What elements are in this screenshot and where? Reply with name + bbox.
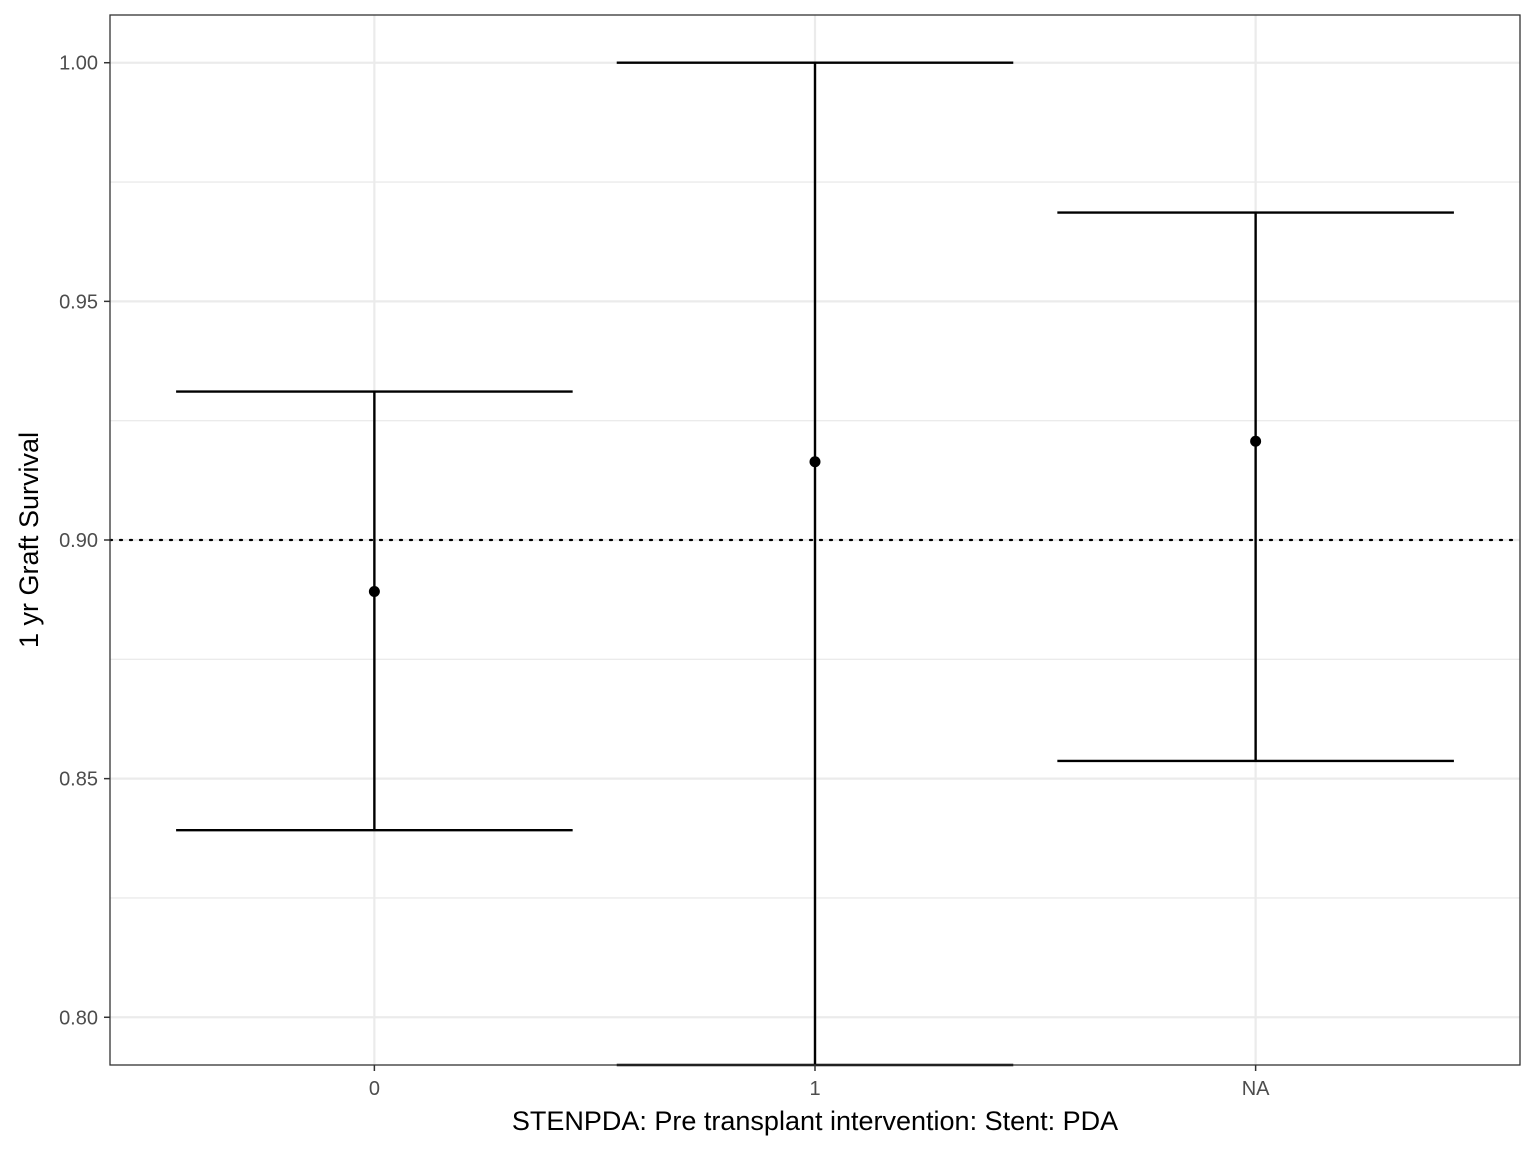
y-tick-label: 0.95 — [59, 291, 98, 313]
y-tick-label: 0.85 — [59, 769, 98, 791]
x-tick-label: 1 — [809, 1078, 820, 1100]
x-tick-label: 0 — [369, 1078, 380, 1100]
error-bar-0 — [176, 390, 573, 832]
point-estimate — [1250, 435, 1262, 447]
y-axis-title: 1 yr Graft Survival — [14, 432, 44, 648]
point-estimate — [368, 586, 380, 598]
y-tick-label: 0.90 — [59, 530, 98, 552]
error-bar-NA — [1057, 211, 1454, 763]
point-estimate — [809, 456, 821, 468]
x-axis-title: STENPDA: Pre transplant intervention: St… — [512, 1106, 1118, 1136]
error-bars — [176, 61, 1454, 1067]
x-axis: 0 1 NA — [369, 1065, 1270, 1100]
y-tick-label: 0.80 — [59, 1007, 98, 1029]
y-axis: 0.80 0.85 0.90 0.95 1.00 — [59, 53, 110, 1029]
y-tick-label: 1.00 — [59, 53, 98, 75]
x-tick-label: NA — [1242, 1078, 1270, 1100]
